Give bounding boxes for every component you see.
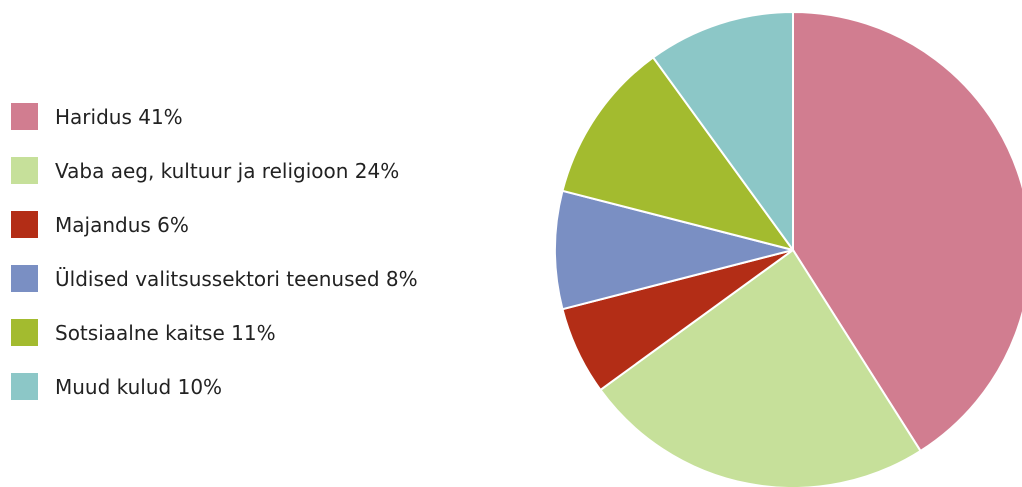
legend-label: Vaba aeg, kultuur ja religioon 24% — [55, 159, 400, 183]
pie-slice-5 — [652, 11, 794, 251]
legend-label: Sotsiaalne kaitse 11% — [55, 321, 276, 345]
legend-swatch — [11, 103, 38, 130]
legend-swatch — [11, 373, 38, 400]
legend-swatch — [11, 157, 38, 184]
pie-slice-3 — [554, 189, 794, 311]
legend-swatch — [11, 265, 38, 292]
legend-swatch — [11, 211, 38, 238]
legend-label: Üldised valitsussektori teenused 8% — [55, 267, 418, 291]
legend-label: Muud kulud 10% — [55, 375, 223, 399]
pie-slice-1 — [599, 249, 922, 487]
pie-slice-4 — [561, 56, 794, 251]
legend-label: Majandus 6% — [55, 213, 189, 237]
legend-label: Haridus 41% — [55, 105, 183, 129]
legend-swatch — [11, 319, 38, 346]
